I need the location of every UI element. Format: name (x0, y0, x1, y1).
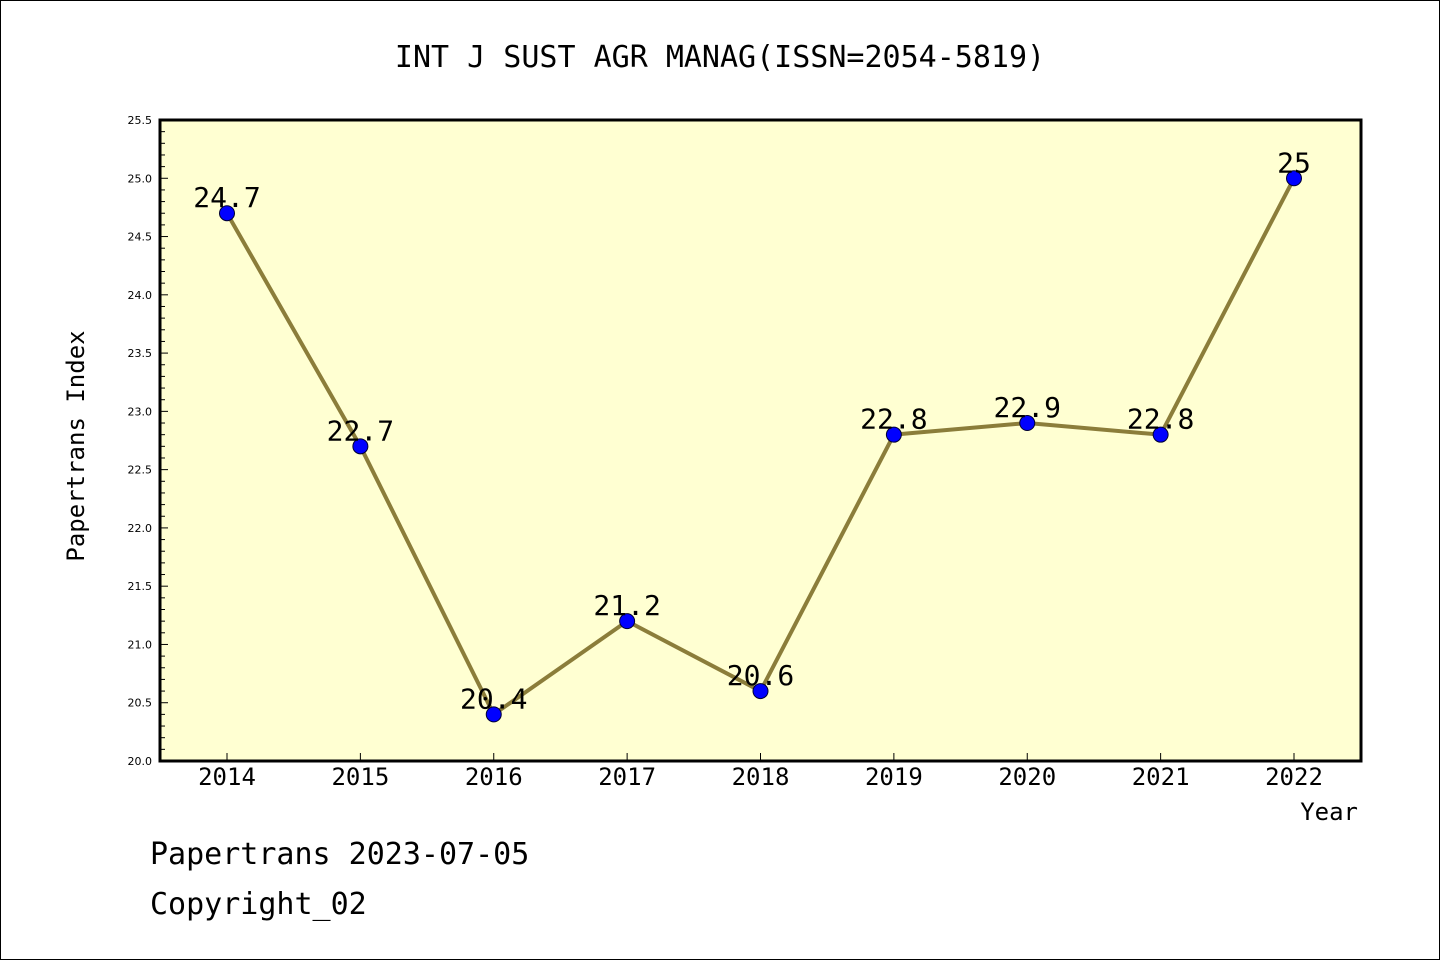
data-label: 20.6 (727, 659, 794, 692)
footer-copyright: Copyright_02 (150, 887, 367, 922)
chart-title: INT J SUST AGR MANAG(ISSN=2054-5819) (395, 40, 1045, 75)
footer-date: Papertrans 2023-07-05 (150, 837, 529, 872)
data-point (885, 426, 902, 443)
data-label: 22.9 (994, 391, 1061, 424)
y-tick-label: 22.5 (128, 464, 153, 477)
x-tick-label: 2017 (598, 763, 656, 791)
x-axis-label: Year (1300, 798, 1358, 826)
data-label: 22.7 (327, 414, 394, 447)
data-point (1019, 415, 1036, 432)
x-tick-label: 2014 (198, 763, 256, 791)
data-labels: 24.7 22.7 20.4 21.2 20.6 22.8 22.9 22.8 25 (193, 146, 1311, 715)
data-point (352, 438, 369, 455)
y-tick-label: 24.0 (128, 289, 153, 302)
y-tick-label: 25.5 (128, 114, 153, 127)
series-line (219, 170, 1302, 723)
x-tick-label: 2021 (1132, 763, 1190, 791)
x-tick-label: 2019 (865, 763, 923, 791)
data-label: 21.2 (593, 589, 660, 622)
y-axis: 20.0 20.5 21.0 21.5 22.0 22.5 23.0 23.5 24.0 24.5… (128, 114, 168, 768)
y-tick-label: 24.5 (128, 231, 153, 244)
data-point (619, 613, 636, 630)
data-label: 22.8 (860, 403, 927, 436)
data-point (1286, 170, 1302, 187)
y-tick-label: 21.0 (128, 638, 153, 651)
x-tick-label: 2020 (998, 763, 1056, 791)
data-point (219, 205, 235, 222)
x-axis: 2014 2015 2016 2017 2018 2019 2020 2021 2022 (198, 753, 1323, 791)
data-point (752, 683, 769, 700)
x-tick-label: 2015 (331, 763, 389, 791)
data-label: 22.8 (1127, 403, 1194, 436)
x-tick-label: 2018 (732, 763, 790, 791)
x-tick-label: 2022 (1265, 763, 1323, 791)
y-tick-label: 21.5 (128, 580, 153, 593)
y-tick-label: 22.0 (128, 522, 153, 535)
y-axis-label: Papertrans Index (62, 330, 90, 561)
data-label: 24.7 (193, 181, 260, 214)
y-tick-label: 25.0 (128, 172, 153, 185)
data-point (485, 706, 502, 723)
x-tick-label: 2016 (465, 763, 523, 791)
data-point (1152, 426, 1169, 443)
y-tick-label: 23.0 (128, 405, 153, 418)
y-tick-label: 20.0 (128, 755, 153, 768)
data-label: 20.4 (460, 682, 527, 715)
data-label: 25 (1277, 146, 1311, 179)
y-tick-label: 20.5 (128, 697, 153, 710)
y-tick-label: 23.5 (128, 347, 153, 360)
